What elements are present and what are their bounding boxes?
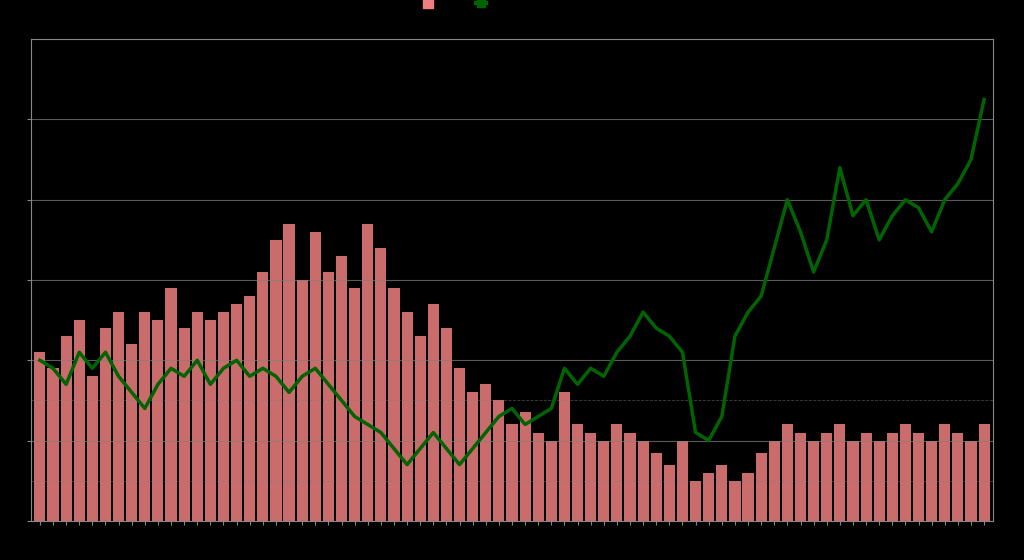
- Bar: [231, 304, 243, 521]
- Bar: [139, 312, 151, 521]
- Bar: [401, 312, 413, 521]
- Bar: [153, 320, 164, 521]
- Bar: [729, 480, 740, 521]
- Bar: [375, 248, 386, 521]
- Bar: [441, 328, 452, 521]
- Bar: [966, 441, 977, 521]
- Bar: [559, 393, 570, 521]
- Bar: [74, 320, 85, 521]
- Bar: [205, 320, 216, 521]
- Bar: [494, 400, 505, 521]
- Bar: [388, 288, 399, 521]
- Bar: [349, 288, 360, 521]
- Bar: [598, 441, 609, 521]
- Bar: [703, 473, 715, 521]
- Bar: [952, 432, 964, 521]
- Bar: [532, 432, 544, 521]
- Bar: [178, 328, 189, 521]
- Bar: [625, 432, 636, 521]
- Bar: [690, 480, 701, 521]
- Bar: [664, 465, 675, 521]
- Bar: [677, 441, 688, 521]
- Bar: [47, 368, 58, 521]
- Bar: [781, 424, 793, 521]
- Bar: [546, 441, 557, 521]
- Bar: [769, 441, 780, 521]
- Bar: [166, 288, 176, 521]
- Legend:   ,   : ,: [423, 0, 505, 10]
- Bar: [848, 441, 858, 521]
- Bar: [284, 224, 295, 521]
- Bar: [716, 465, 727, 521]
- Bar: [244, 296, 255, 521]
- Bar: [35, 352, 45, 521]
- Bar: [60, 336, 72, 521]
- Bar: [257, 272, 268, 521]
- Bar: [113, 312, 124, 521]
- Bar: [428, 304, 439, 521]
- Bar: [926, 441, 937, 521]
- Bar: [939, 424, 950, 521]
- Bar: [467, 393, 478, 521]
- Bar: [808, 441, 819, 521]
- Bar: [887, 432, 898, 521]
- Bar: [336, 256, 347, 521]
- Bar: [873, 441, 885, 521]
- Bar: [650, 452, 662, 521]
- Bar: [323, 272, 334, 521]
- Bar: [309, 232, 321, 521]
- Bar: [100, 328, 111, 521]
- Bar: [795, 432, 806, 521]
- Bar: [191, 312, 203, 521]
- Bar: [362, 224, 374, 521]
- Bar: [638, 441, 649, 521]
- Bar: [742, 473, 754, 521]
- Bar: [611, 424, 623, 521]
- Bar: [860, 432, 871, 521]
- Bar: [126, 344, 137, 521]
- Bar: [519, 412, 530, 521]
- Bar: [480, 384, 492, 521]
- Bar: [900, 424, 911, 521]
- Bar: [821, 432, 833, 521]
- Bar: [415, 336, 426, 521]
- Bar: [572, 424, 583, 521]
- Bar: [507, 424, 517, 521]
- Bar: [756, 452, 767, 521]
- Bar: [87, 376, 98, 521]
- Bar: [270, 240, 282, 521]
- Bar: [218, 312, 229, 521]
- Bar: [913, 432, 924, 521]
- Bar: [835, 424, 846, 521]
- Bar: [585, 432, 596, 521]
- Bar: [454, 368, 465, 521]
- Bar: [979, 424, 989, 521]
- Bar: [297, 280, 308, 521]
